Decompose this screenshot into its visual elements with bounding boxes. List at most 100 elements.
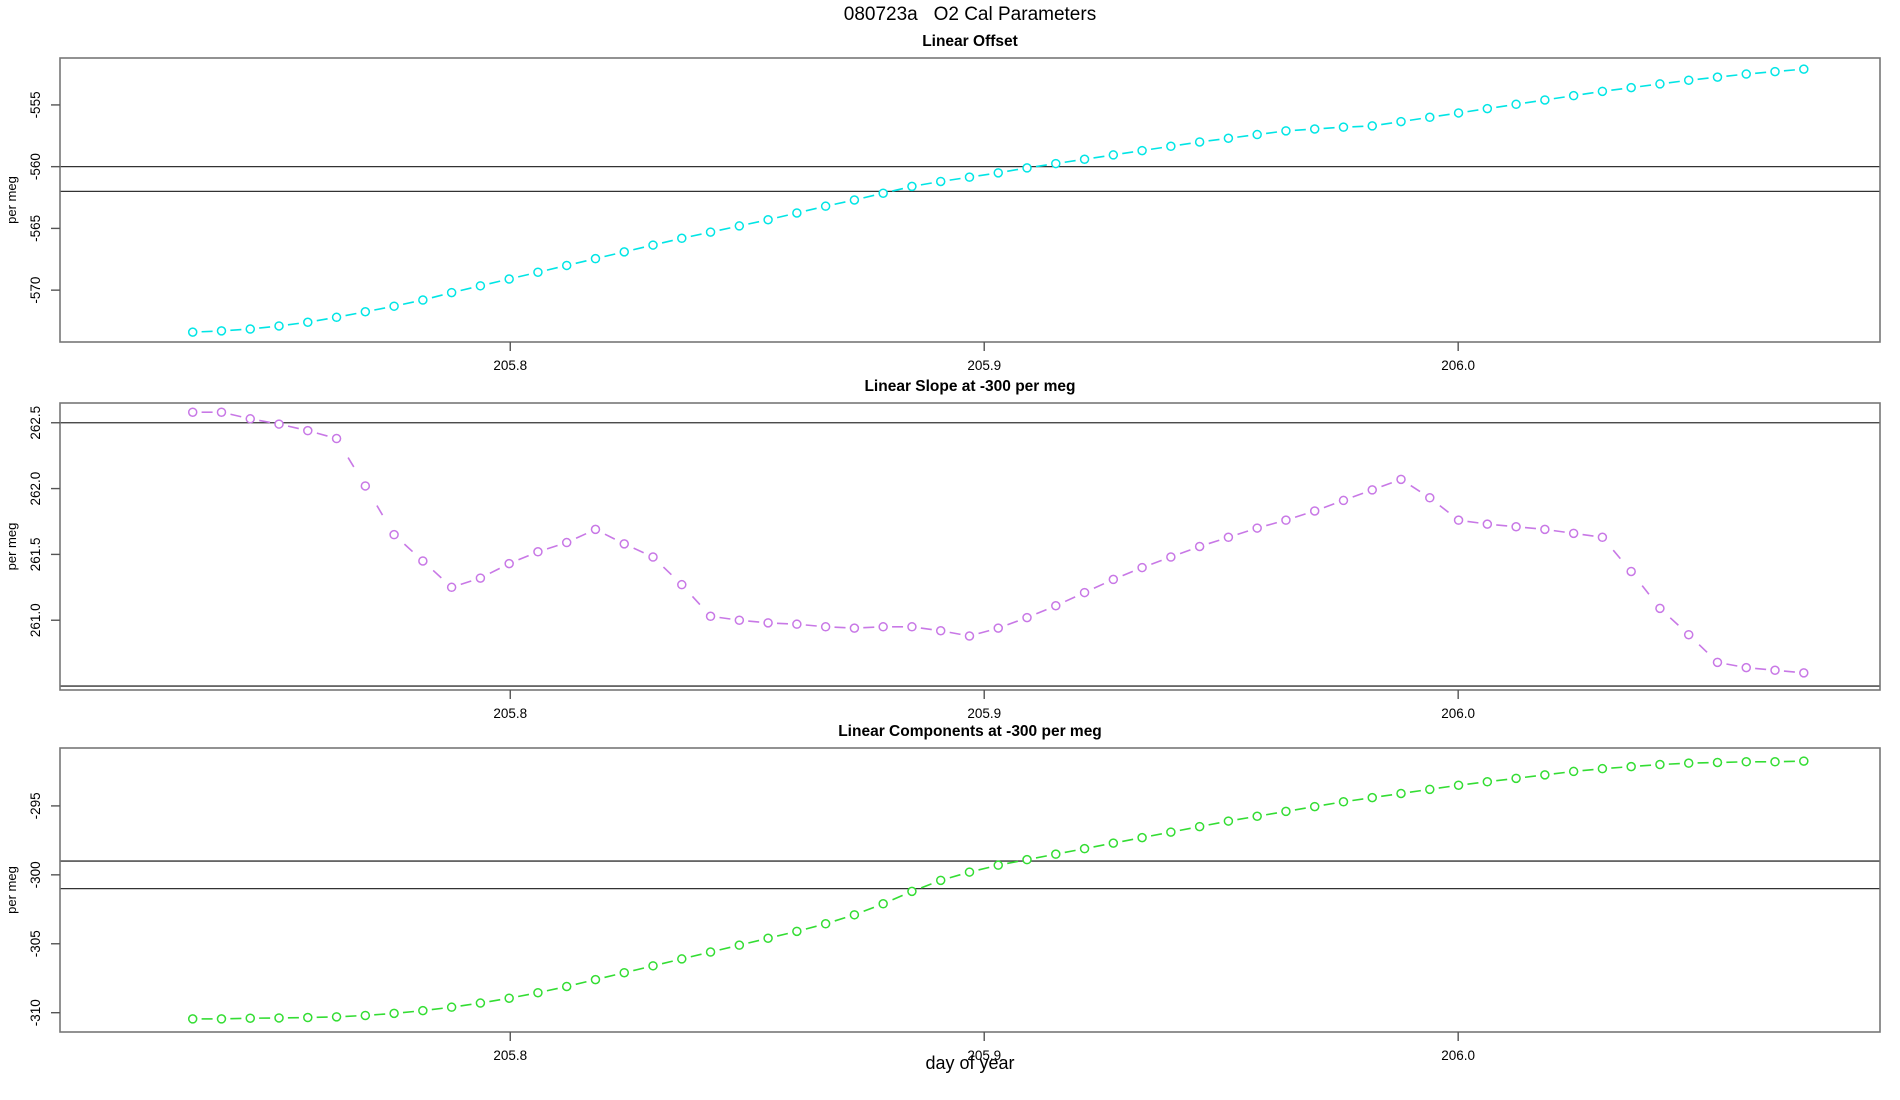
data-point (216, 326, 227, 336)
series-dash (1151, 559, 1162, 565)
series-dash (1294, 513, 1306, 519)
series-dash (1582, 768, 1594, 772)
data-point (1683, 758, 1694, 768)
series-dash (1496, 104, 1508, 109)
series-dash (1323, 126, 1335, 130)
data-point (1482, 777, 1493, 787)
data-point (993, 168, 1003, 178)
data-point (1683, 75, 1694, 85)
series-dash (748, 620, 760, 623)
series-dash (1064, 596, 1076, 603)
series-dash (691, 595, 701, 606)
series-dash (920, 182, 932, 186)
data-point (1108, 574, 1119, 585)
series-dash (575, 532, 587, 539)
series-dash (1266, 521, 1278, 527)
series-dash (978, 866, 990, 871)
series-dash (1755, 71, 1767, 75)
data-point (1166, 552, 1176, 562)
data-point (303, 317, 313, 327)
y-tick-label: 262.0 (28, 472, 43, 506)
series-dash (431, 294, 443, 299)
data-point (187, 1014, 198, 1024)
data-point (475, 281, 486, 291)
x-tick-label: 205.9 (967, 706, 1001, 721)
page-title: 080723a O2 Cal Parameters (843, 4, 1097, 25)
series-dash (690, 233, 702, 238)
data-point (1655, 759, 1665, 770)
y-axis-title: per meg (4, 866, 19, 914)
data-point (964, 867, 975, 877)
data-point (849, 623, 860, 633)
series-dash (460, 1003, 472, 1007)
data-point (1626, 82, 1636, 93)
series-dash (1439, 504, 1450, 513)
data-point (849, 195, 860, 205)
data-point (619, 967, 629, 978)
series-dash (892, 187, 904, 192)
data-point (1281, 806, 1291, 817)
data-point (1511, 99, 1521, 110)
data-point (1338, 495, 1349, 506)
data-point (619, 539, 629, 549)
data-point (360, 306, 371, 317)
data-point (1683, 629, 1694, 640)
series-dash (1783, 670, 1795, 673)
series-dash (1726, 74, 1738, 77)
series-dash (575, 260, 587, 265)
data-point (1540, 95, 1550, 105)
series-dash (1438, 785, 1450, 789)
data-point (389, 529, 399, 540)
series-dash (402, 301, 415, 306)
series-dash (230, 413, 242, 418)
data-point (1022, 163, 1032, 173)
data-point (1597, 86, 1608, 97)
data-point (418, 1005, 428, 1016)
panel3-title: Linear Components at -300 per meg (838, 723, 1102, 740)
data-point (1166, 141, 1176, 152)
data-point (1367, 121, 1377, 131)
data-point (820, 919, 831, 929)
data-point (907, 181, 917, 192)
series-dash (1639, 84, 1652, 88)
series-dash (1064, 159, 1076, 164)
data-point (1540, 770, 1550, 780)
series-dash (518, 993, 530, 998)
y-tick-label: -570 (28, 277, 43, 304)
data-point (734, 615, 745, 625)
data-point (389, 301, 399, 311)
series-dash (1611, 766, 1623, 769)
y-tick-label: -295 (28, 792, 43, 819)
x-tick-label: 206.0 (1441, 706, 1475, 721)
series-dash (1122, 151, 1134, 155)
series-dash (633, 967, 645, 972)
data-point (1252, 523, 1262, 533)
series-dash (1381, 481, 1393, 488)
series-dash (949, 177, 961, 181)
series-dash (403, 543, 414, 553)
series-dash (1179, 549, 1191, 555)
data-point (1568, 528, 1579, 539)
data-point (1338, 122, 1349, 132)
series-dash (863, 906, 875, 913)
data-point (763, 933, 773, 944)
series-dash (1611, 87, 1623, 91)
data-point (216, 1014, 227, 1024)
series-dash (892, 894, 903, 901)
data-point (1396, 474, 1406, 485)
y-tick-label: 261.0 (28, 603, 43, 637)
data-point (705, 227, 716, 237)
series-dash (776, 932, 789, 937)
data-point (274, 1013, 284, 1023)
data-point (533, 547, 543, 557)
series-dash (287, 425, 299, 430)
series-dash (489, 280, 501, 285)
data-point (590, 974, 601, 985)
data-point (446, 1002, 457, 1012)
series-dash (661, 239, 673, 244)
series-dash (719, 946, 731, 951)
series-dash (345, 312, 357, 317)
series-dash (1668, 80, 1680, 84)
series-dash (518, 273, 530, 278)
